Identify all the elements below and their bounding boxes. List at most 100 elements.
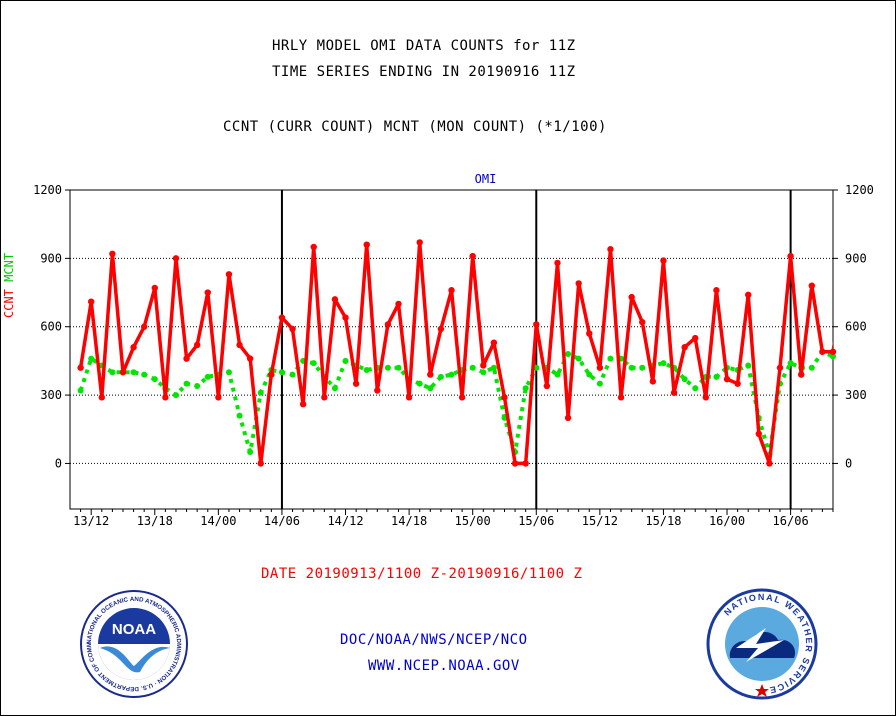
data-point-mcnt [586, 371, 593, 378]
data-point-mcnt [692, 385, 699, 392]
data-point-ccnt [130, 344, 137, 351]
chart-subtitle: CCNT (CURR COUNT) MCNT (MON COUNT) (*1/1… [223, 119, 607, 135]
data-point-ccnt [607, 246, 614, 253]
url-text: WWW.NCEP.NOAA.GOV [368, 658, 520, 674]
data-point-ccnt [363, 241, 370, 248]
data-point-mcnt [257, 389, 264, 396]
data-point-mcnt [596, 380, 603, 387]
y-tick-label-left: 0 [55, 456, 62, 470]
data-point-ccnt [140, 323, 148, 330]
y-tick-label-left: 300 [40, 388, 62, 402]
data-point-ccnt [660, 257, 667, 264]
data-point-mcnt [77, 387, 84, 394]
series-line-ccnt [78, 240, 833, 466]
data-point-mcnt [437, 373, 444, 380]
data-point-mcnt [183, 380, 190, 387]
data-point-ccnt [119, 369, 127, 376]
data-point-mcnt [225, 369, 232, 376]
data-point-ccnt [331, 296, 339, 303]
data-point-ccnt [416, 239, 423, 246]
x-tick-label: 13/12 [73, 514, 109, 528]
data-point-mcnt [204, 373, 211, 380]
data-point-ccnt [501, 394, 508, 401]
data-point-ccnt [586, 330, 593, 337]
data-point-ccnt [299, 400, 307, 408]
data-point-ccnt [670, 389, 678, 396]
y-tick-label-left: 900 [40, 251, 62, 265]
data-point-ccnt [384, 321, 392, 328]
data-point-ccnt [596, 364, 604, 371]
data-point-ccnt [215, 394, 222, 401]
data-point-mcnt [713, 373, 720, 380]
data-point-ccnt [649, 378, 657, 385]
x-tick-label: 15/18 [645, 514, 681, 528]
data-point-mcnt [395, 364, 402, 371]
data-point-ccnt [162, 394, 169, 401]
title-line-1: HRLY MODEL OMI DATA COUNTS for 11Z [272, 38, 576, 54]
data-point-mcnt [830, 353, 836, 360]
x-tick-label: 14/18 [391, 514, 427, 528]
data-point-mcnt [331, 385, 338, 392]
data-point-ccnt [257, 460, 264, 467]
data-point-mcnt [607, 355, 614, 362]
y-tick-label-left: 1200 [33, 183, 62, 197]
data-point-ccnt [458, 394, 466, 401]
data-point-ccnt [246, 355, 254, 362]
x-tick-label: 15/12 [582, 514, 618, 528]
data-point-ccnt [395, 300, 402, 308]
y-tick-label-left: 600 [40, 320, 62, 334]
x-tick-label: 15/06 [518, 514, 554, 528]
data-point-mcnt [427, 385, 434, 392]
data-point-ccnt [564, 414, 572, 422]
data-point-mcnt [416, 380, 423, 387]
data-point-ccnt [692, 334, 699, 342]
data-point-ccnt [109, 250, 116, 257]
data-point-ccnt [628, 293, 635, 301]
data-point-ccnt [543, 382, 551, 390]
data-point-mcnt [310, 360, 317, 367]
x-tick-label: 15/00 [455, 514, 491, 528]
data-point-ccnt [681, 344, 688, 351]
data-point-mcnt [172, 392, 179, 399]
data-point-mcnt [628, 364, 635, 371]
y-axis-label-ccnt: CCNT [2, 289, 16, 318]
data-point-mcnt [490, 364, 497, 371]
data-point-ccnt [193, 341, 201, 349]
data-point-mcnt [480, 369, 487, 376]
data-point-ccnt [723, 375, 731, 383]
data-point-mcnt [289, 371, 296, 378]
data-point-ccnt [554, 259, 561, 267]
data-point-ccnt [268, 371, 275, 378]
data-point-ccnt [98, 394, 105, 401]
data-point-ccnt [617, 394, 625, 401]
org-text: DOC/NOAA/NWS/NCEP/NCO [340, 632, 528, 648]
data-point-mcnt [342, 357, 349, 364]
noaa-logo-icon: NOAA NATIONAL OCEANIC AND ATMOSPHERIC AD… [80, 590, 188, 698]
data-point-ccnt [776, 364, 784, 371]
y-tick-label-right: 900 [845, 251, 867, 265]
y-tick-label-right: 1200 [845, 183, 874, 197]
data-point-ccnt [808, 282, 816, 289]
data-point-mcnt [448, 371, 455, 378]
data-point-ccnt [480, 362, 487, 369]
data-point-ccnt [533, 321, 540, 328]
data-point-ccnt [490, 339, 498, 346]
data-point-ccnt [321, 394, 328, 401]
data-point-mcnt [639, 364, 646, 371]
data-point-ccnt [575, 280, 582, 287]
data-point-mcnt [151, 376, 158, 383]
data-point-ccnt [427, 371, 434, 378]
data-point-ccnt [702, 394, 710, 401]
data-point-mcnt [384, 364, 391, 371]
x-tick-label: 16/06 [773, 514, 809, 528]
data-point-mcnt [194, 382, 201, 389]
data-point-ccnt [829, 348, 837, 355]
data-point-ccnt [734, 380, 741, 387]
nws-logo-icon: NATIONAL WEATHER SERVICE [706, 588, 818, 700]
data-point-ccnt [352, 380, 360, 387]
data-point-mcnt [109, 369, 116, 376]
data-point-mcnt [469, 364, 476, 371]
data-point-ccnt [172, 255, 180, 262]
